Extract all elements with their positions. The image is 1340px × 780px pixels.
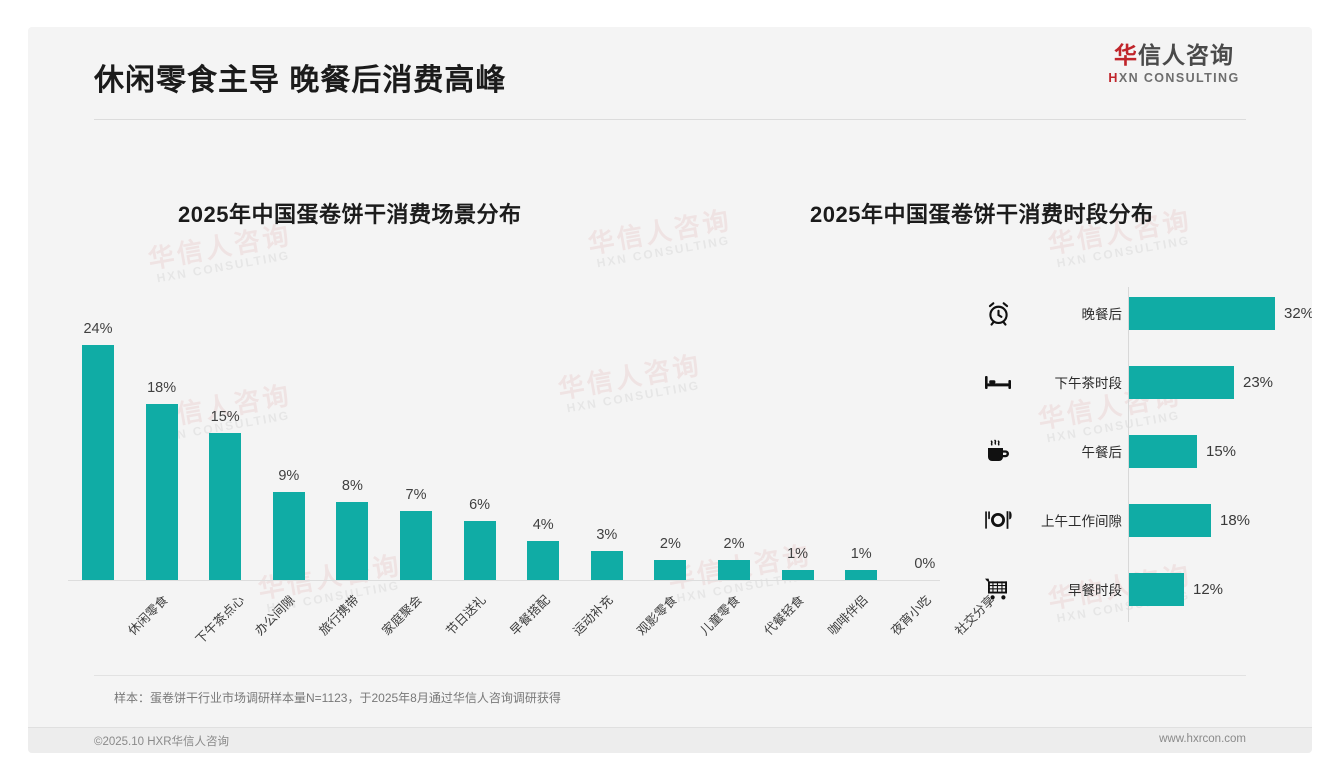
column-value-label: 18% xyxy=(147,380,177,396)
column-value-label: 8% xyxy=(341,478,363,494)
timeslot-label: 下午茶时段 xyxy=(1054,376,1123,391)
column-bar xyxy=(527,541,560,580)
hot-beverage-icon xyxy=(980,428,1016,474)
column-value-label: 4% xyxy=(532,517,554,533)
timeslot-value-label: 18% xyxy=(1220,511,1251,529)
alarm-clock-icon xyxy=(980,290,1016,336)
category-label: 办公间隙 xyxy=(252,592,298,639)
sample-footnote: 样本：蛋卷饼干行业市场调研样本量N=1123，于2025年8月通过华信人咨询调研… xyxy=(114,691,561,705)
category-label: 代餐轻食 xyxy=(761,592,807,639)
column-bar xyxy=(845,570,878,580)
category-label: 早餐搭配 xyxy=(507,592,553,639)
column-bar xyxy=(145,404,178,580)
logo-chinese-accent: 华 xyxy=(1114,42,1138,68)
column-value-label: 2% xyxy=(659,536,681,552)
shopping-cart-icon xyxy=(980,566,1016,612)
footnote-divider xyxy=(94,675,1246,676)
timeslot-label: 上午工作间隙 xyxy=(1041,514,1122,529)
right-chart-axis xyxy=(1128,287,1129,622)
timeslot-row: 午餐后 15% xyxy=(958,428,1298,474)
timeslot-row: 晚餐后 32% xyxy=(958,290,1312,336)
category-label: 运动补充 xyxy=(570,592,616,639)
footer-website[interactable]: www.hxrcon.com xyxy=(1159,733,1246,745)
column-value-label: 1% xyxy=(850,546,872,562)
timeslot-bar xyxy=(1129,504,1211,537)
column-value-label: 0% xyxy=(914,556,936,572)
column-bar xyxy=(400,511,432,580)
category-label: 下午茶点心 xyxy=(192,592,247,647)
timeslot-label: 早餐时段 xyxy=(1068,583,1122,598)
timeslot-row: 下午茶时段 23% xyxy=(958,359,1298,405)
category-label: 节日送礼 xyxy=(443,592,489,639)
column-value-label: 7% xyxy=(405,487,427,503)
logo-english-rest: XN CONSULTING xyxy=(1118,71,1240,86)
footer-copyright: ©2025.10 HXR华信人咨询 xyxy=(94,736,230,748)
logo-english: HXN CONSULTING xyxy=(1102,71,1246,85)
category-label: 儿童零食 xyxy=(697,592,744,639)
column-bar xyxy=(718,560,750,580)
column-value-label: 2% xyxy=(723,536,745,552)
page-title: 休闲零食主导 晚餐后消费高峰 xyxy=(94,64,507,97)
column-bar xyxy=(82,345,114,580)
right-chart-title: 2025年中国蛋卷饼干消费时段分布 xyxy=(810,202,1154,227)
consumption-scenario-column-chart: 24% 18% 15% 9% 8% 7% 6% 4% 3% 2% 2% 1% 1% 0% 休闲零食 下午茶点… xyxy=(42,252,998,672)
category-label: 家庭聚会 xyxy=(379,592,426,639)
column-bar xyxy=(209,433,242,580)
timeslot-row: 上午工作间隙 18% xyxy=(958,497,1298,543)
column-value-label: 15% xyxy=(210,409,240,425)
plate-cutlery-icon xyxy=(980,497,1016,543)
category-label: 旅行携带 xyxy=(316,592,362,639)
slide-canvas: 华信人咨询 HXN CONSULTING 华信人咨询 HXN CONSULTIN… xyxy=(28,27,1312,753)
consumption-timeslot-bar-chart: 晚餐后 32% 下午茶时段 23% 午餐后 15% 上午工作间隙 18% 早餐时段 12% xyxy=(958,252,1312,672)
column-bar xyxy=(590,551,623,580)
timeslot-row: 早餐时段 12% xyxy=(958,566,1298,612)
logo-chinese-rest: 信人咨询 xyxy=(1138,42,1234,68)
category-label: 夜宵小吃 xyxy=(888,592,934,639)
brand-logo: 华信人咨询 HXN CONSULTING xyxy=(1102,42,1246,85)
footer-bar xyxy=(28,728,1312,753)
column-bar xyxy=(781,570,814,580)
column-value-label: 9% xyxy=(278,468,300,484)
footer-divider xyxy=(28,727,1312,728)
logo-chinese: 华信人咨询 xyxy=(1102,42,1246,68)
column-bar xyxy=(654,560,687,580)
timeslot-value-label: 12% xyxy=(1193,580,1224,598)
slide-header: 休闲零食主导 晚餐后消费高峰 华信人咨询 HXN CONSULTING xyxy=(28,27,1312,123)
column-bar xyxy=(272,492,305,580)
left-chart-baseline xyxy=(68,580,940,581)
column-bar xyxy=(336,502,369,580)
header-divider xyxy=(94,119,1246,120)
column-bar xyxy=(463,521,496,580)
timeslot-value-label: 32% xyxy=(1284,304,1312,322)
left-chart-title: 2025年中国蛋卷饼干消费场景分布 xyxy=(178,202,522,227)
timeslot-value-label: 23% xyxy=(1243,373,1274,391)
timeslot-label: 午餐后 xyxy=(1081,445,1123,460)
timeslot-bar xyxy=(1129,435,1197,468)
timeslot-label: 晚餐后 xyxy=(1081,307,1123,322)
timeslot-bar xyxy=(1129,366,1234,399)
column-value-label: 6% xyxy=(469,497,491,513)
column-value-label: 1% xyxy=(787,546,809,562)
timeslot-bar xyxy=(1129,297,1275,330)
category-label: 咖啡伴侣 xyxy=(825,592,871,639)
column-value-label: 3% xyxy=(596,527,618,543)
bed-icon xyxy=(980,359,1016,405)
column-value-label: 24% xyxy=(83,321,113,337)
timeslot-bar xyxy=(1129,573,1184,606)
logo-english-accent: H xyxy=(1108,71,1119,86)
category-label: 休闲零食 xyxy=(125,592,171,639)
category-label: 观影零食 xyxy=(634,592,680,639)
timeslot-value-label: 15% xyxy=(1206,442,1237,460)
